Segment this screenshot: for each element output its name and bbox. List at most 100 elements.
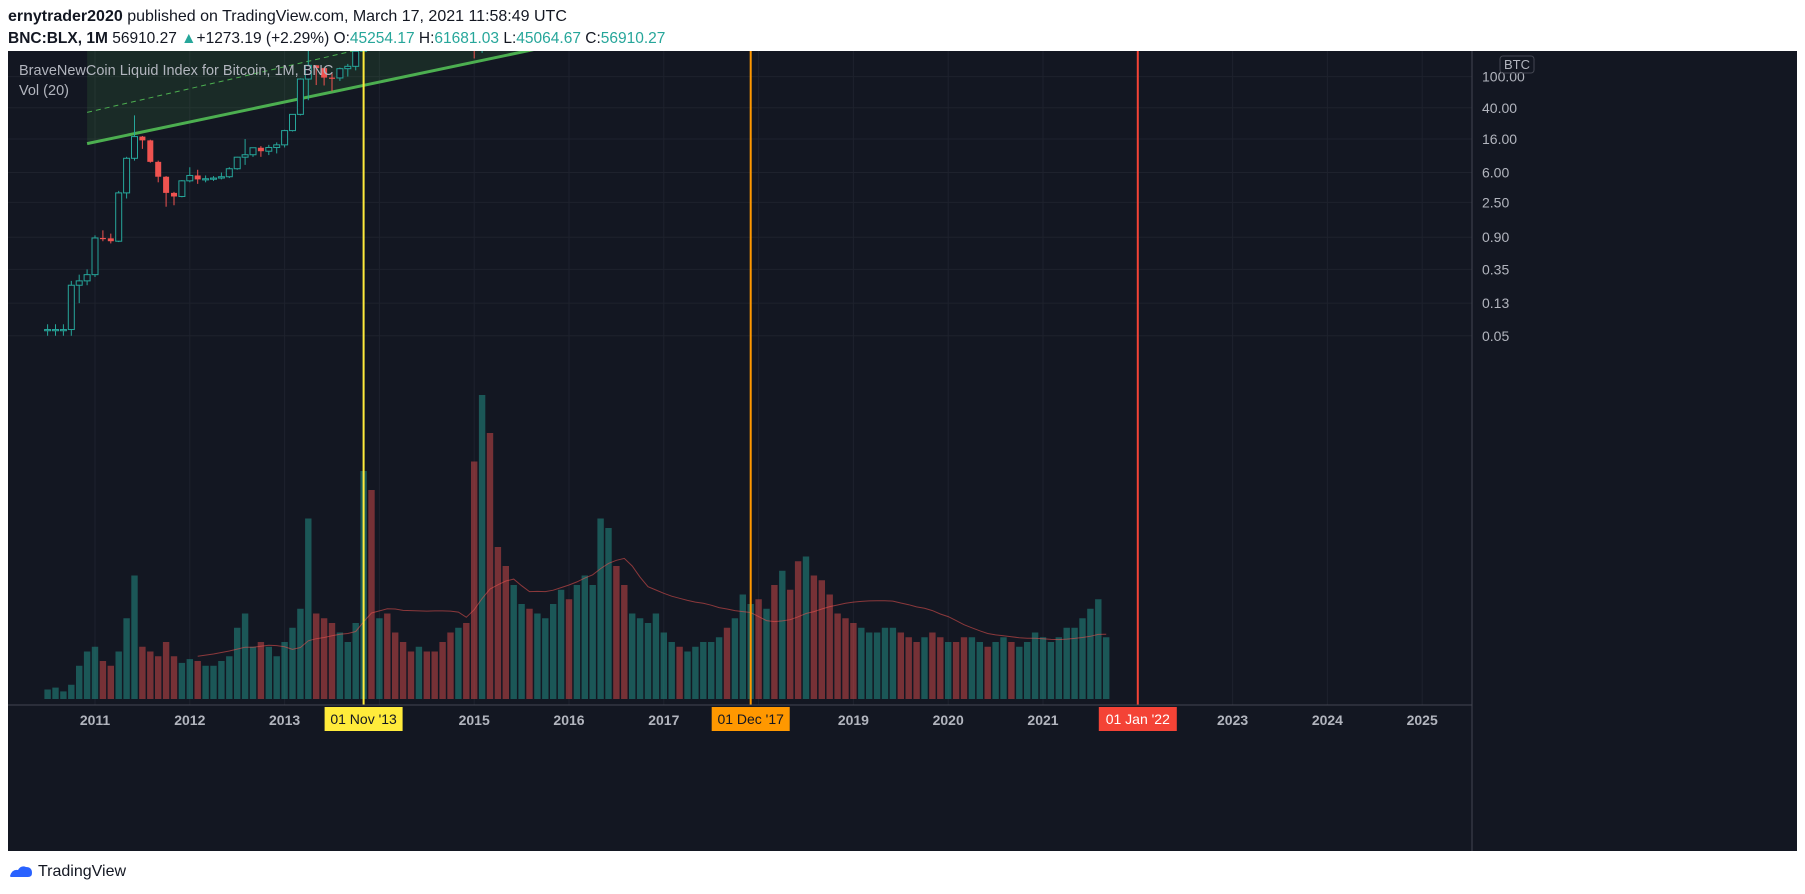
volume-bar	[897, 632, 904, 699]
candle-body	[241, 154, 249, 158]
volume-bar	[202, 665, 209, 699]
volume-bar	[107, 665, 114, 699]
volume-bar	[668, 642, 675, 699]
candle-body	[115, 192, 123, 242]
volume-bar	[960, 637, 968, 699]
price-tick-label: 40.00	[1482, 100, 1517, 116]
volume-bar	[178, 662, 186, 699]
volume-bar	[289, 627, 296, 699]
low-label: L:	[503, 30, 517, 47]
volume-bar	[826, 594, 833, 699]
tradingview-logo-icon[interactable]	[8, 864, 34, 880]
drawings[interactable]	[362, 51, 1472, 705]
time-tick-label: 2012	[174, 712, 205, 728]
volume-bar	[968, 637, 976, 699]
legend-title: BraveNewCoin Liquid Index for Bitcoin, 1…	[19, 63, 333, 79]
volume-bar	[147, 651, 154, 699]
candle-body	[225, 168, 233, 178]
volume-bar	[755, 599, 762, 699]
volume-bar	[494, 547, 502, 699]
volume-bar	[613, 566, 620, 699]
author-name[interactable]: ernytrader2020	[8, 8, 123, 25]
open-value: 45254.17	[349, 30, 415, 47]
volume-bar	[336, 632, 344, 699]
volume-bar	[945, 642, 952, 699]
channel-lower-line	[86, 51, 534, 146]
volume-bar	[265, 646, 272, 699]
volume-bar	[818, 580, 825, 699]
volume-bar	[352, 623, 359, 699]
parallel-channel[interactable]	[8, 51, 1472, 146]
symbol-label: BNC:BLX, 1M	[8, 30, 108, 47]
volume-bar	[399, 642, 407, 699]
volume-bar	[139, 646, 146, 699]
volume-bar	[44, 689, 51, 699]
volume-bar	[415, 646, 423, 699]
volume-bar	[573, 585, 581, 699]
candle-body	[83, 274, 91, 282]
candle-body	[329, 77, 335, 79]
candle-body	[265, 146, 273, 152]
volume-bar	[866, 632, 873, 699]
volume-bar	[763, 608, 770, 699]
low-value: 45064.67	[516, 30, 581, 47]
volume-bar	[162, 642, 170, 699]
volume-bar	[542, 618, 549, 699]
volume-bar	[281, 642, 288, 699]
price-tick-label: 0.13	[1482, 295, 1509, 311]
volume-bar	[1039, 637, 1047, 699]
volume-bar	[1103, 637, 1110, 699]
price-chart[interactable]: 0.050.130.350.902.506.0016.0040.00100.00…	[8, 51, 1797, 851]
volume-bar	[518, 604, 525, 699]
volume-bar	[992, 642, 999, 699]
volume-bar	[526, 608, 533, 699]
candle-body	[163, 176, 170, 193]
footer-brand[interactable]: TradingView	[38, 863, 127, 880]
date-marker-label: 01 Nov '13	[330, 711, 397, 727]
volume-bar	[644, 623, 652, 699]
volume-bar	[1071, 627, 1078, 699]
candle-body	[178, 180, 186, 197]
time-tick-label: 2011	[80, 712, 111, 728]
volume-bar	[210, 665, 217, 699]
candle-body	[352, 51, 360, 67]
candle-body	[67, 284, 75, 331]
price-tick-label: 6.00	[1482, 165, 1509, 181]
volume-bar	[937, 637, 944, 699]
candle-body	[273, 144, 281, 148]
volume-bar	[731, 618, 739, 699]
candle-body	[217, 176, 225, 179]
volume-bar	[700, 642, 707, 699]
volume-bar	[241, 613, 249, 699]
time-tick-label: 2016	[553, 712, 584, 728]
last-price: 56910.27	[112, 30, 177, 47]
volume-bar	[1055, 637, 1062, 699]
candle-body	[210, 177, 217, 180]
volume-bar	[810, 575, 818, 699]
volume-bar	[471, 461, 478, 699]
volume-bar	[328, 623, 336, 699]
candle-body	[304, 64, 312, 80]
time-tick-label: 2019	[838, 712, 869, 728]
chart-frame[interactable]: 0.05 0.13 0.35 0.90 2.50 6.00 16.00 40.00 100.00…	[8, 51, 1797, 851]
volume-bar	[881, 627, 889, 699]
ohlc-line: BNC:BLX, 1M 56910.27 ▲+1273.19 (+2.29%) …	[8, 28, 665, 50]
price-tick-label: 0.90	[1482, 229, 1509, 245]
volume-bar	[313, 613, 320, 699]
time-tick-label: 2017	[648, 712, 679, 728]
volume-bar	[60, 691, 67, 699]
time-tick-label: 2013	[269, 712, 300, 728]
publish-line: ernytrader2020 published on TradingView.…	[8, 6, 665, 28]
volume-bar	[873, 632, 881, 699]
volume-bar	[1095, 599, 1102, 699]
volume-bar	[1031, 632, 1039, 699]
volume-bar	[249, 646, 257, 699]
volume-bar	[858, 627, 865, 699]
volume-bar	[376, 618, 383, 699]
close-value: 56910.27	[600, 30, 666, 47]
volume-bar	[257, 642, 265, 699]
high-label: H:	[418, 30, 435, 47]
candle-body	[281, 130, 289, 146]
volume-bar	[565, 599, 573, 699]
time-tick-label: 2025	[1407, 712, 1438, 728]
